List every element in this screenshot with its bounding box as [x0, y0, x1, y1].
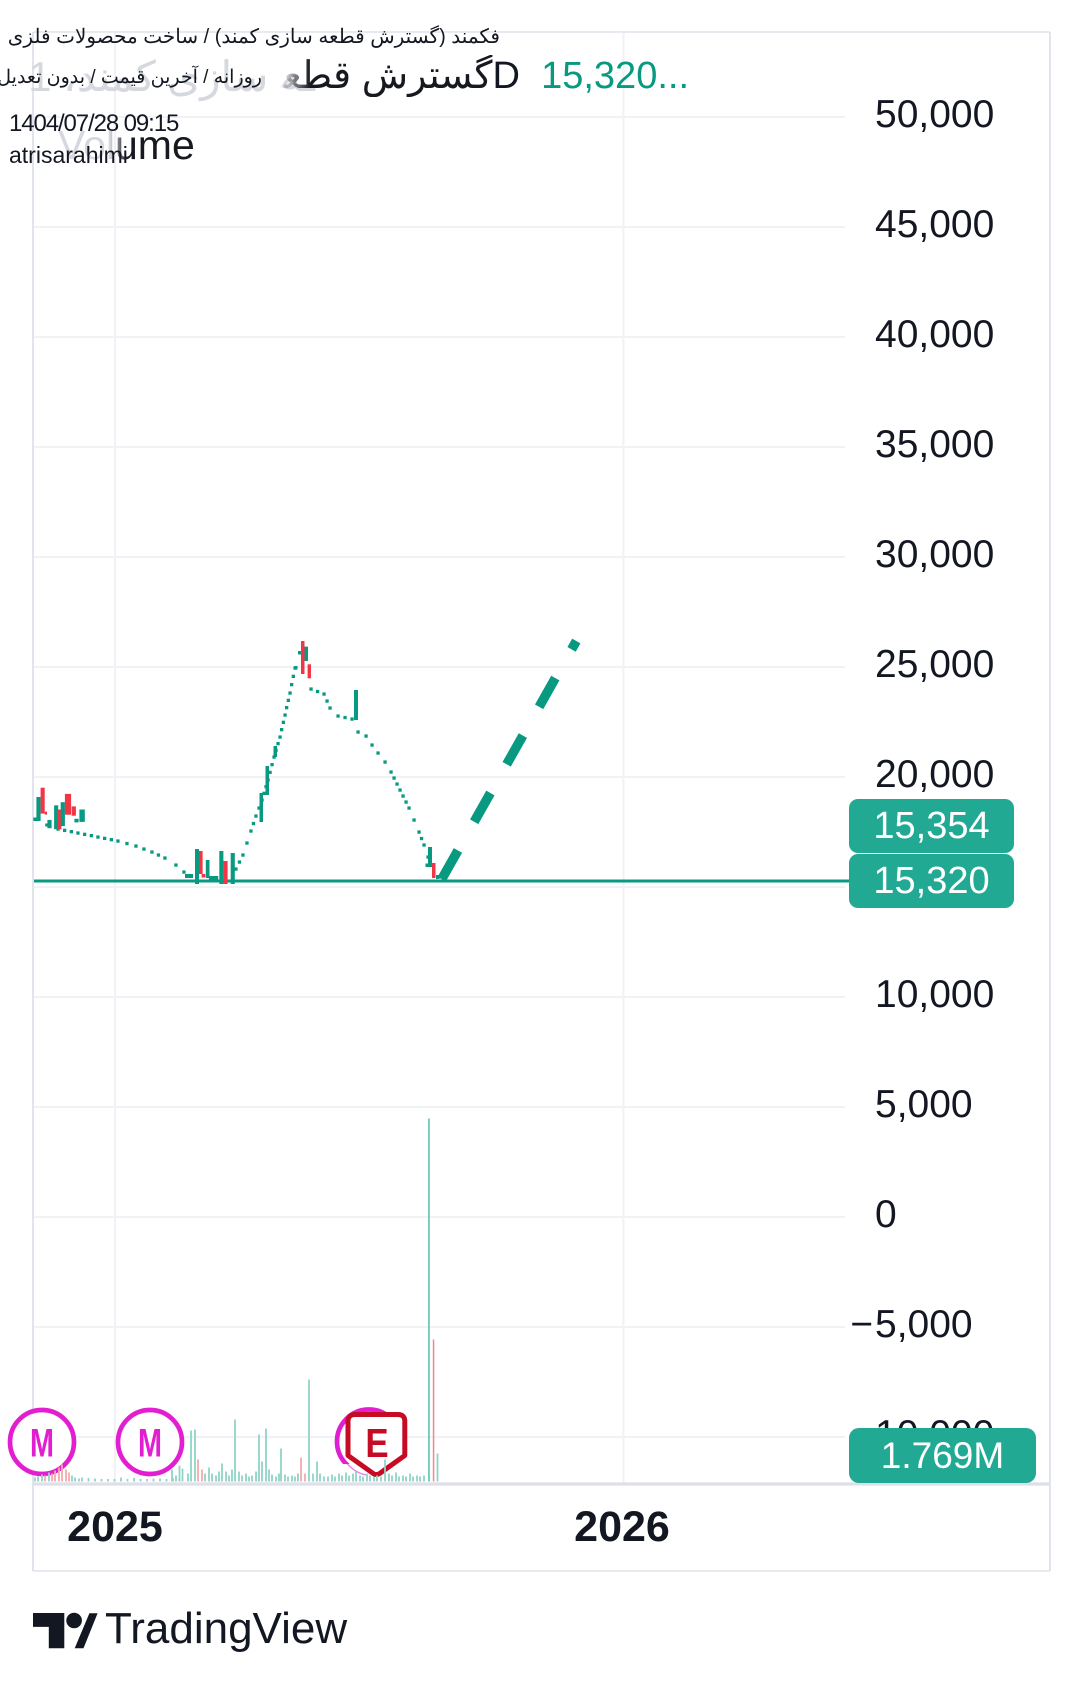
svg-text:E: E: [365, 1421, 388, 1466]
svg-text:M: M: [138, 1421, 162, 1466]
svg-text:M: M: [30, 1421, 54, 1466]
